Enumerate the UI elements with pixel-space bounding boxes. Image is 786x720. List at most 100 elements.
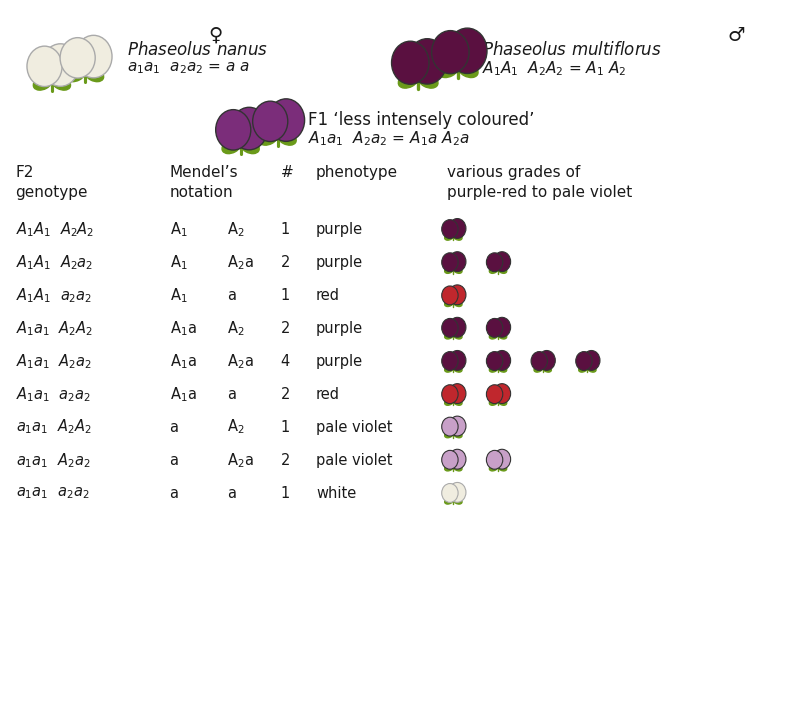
Ellipse shape [449,285,466,305]
Ellipse shape [442,384,458,404]
Ellipse shape [267,99,305,141]
Text: a: a [227,288,237,303]
Ellipse shape [391,41,429,84]
Ellipse shape [60,37,95,78]
Ellipse shape [449,252,466,271]
Text: $a_{1}a_{1}$  $A_{2}a_{2}$: $a_{1}a_{1}$ $A_{2}a_{2}$ [16,451,90,469]
Text: red: red [316,288,340,303]
Text: a: a [227,486,237,501]
Text: A$_{1}$a: A$_{1}$a [170,385,196,404]
Text: genotype: genotype [16,185,88,200]
Ellipse shape [454,498,462,504]
Ellipse shape [445,300,454,307]
Text: pale violet: pale violet [316,453,392,468]
Ellipse shape [487,253,503,271]
Ellipse shape [534,365,543,372]
Text: 2: 2 [281,453,290,468]
Ellipse shape [449,351,466,370]
Ellipse shape [531,351,548,370]
Ellipse shape [241,139,259,153]
Ellipse shape [498,365,507,372]
Ellipse shape [498,464,507,471]
Ellipse shape [454,266,462,274]
Ellipse shape [445,365,454,372]
Ellipse shape [587,365,596,372]
Ellipse shape [230,107,267,150]
Ellipse shape [33,76,52,90]
Text: a: a [227,387,237,402]
Ellipse shape [445,266,454,274]
Ellipse shape [490,464,498,471]
Text: $A_{1}A_{1}$  $A_{2}A_{2}$: $A_{1}A_{1}$ $A_{2}A_{2}$ [16,220,94,239]
Text: $A_{1}A_{1}$  $A_{2}A_{2}$ = A$_{1}$ A$_{2}$: $A_{1}A_{1}$ $A_{2}A_{2}$ = A$_{1}$ A$_{… [482,59,626,78]
Ellipse shape [445,498,454,504]
Text: $A_{1}a_{1}$  $A_{2}a_{2}$: $A_{1}a_{1}$ $A_{2}a_{2}$ [16,352,92,371]
Text: ♀: ♀ [209,26,223,45]
Ellipse shape [442,417,458,436]
Ellipse shape [445,233,454,240]
Ellipse shape [458,62,478,78]
Ellipse shape [252,102,288,142]
Text: various grades of: various grades of [447,165,580,180]
Text: white: white [316,486,356,501]
Ellipse shape [498,266,507,274]
Ellipse shape [449,318,466,337]
Ellipse shape [454,431,462,438]
Text: $A_{1}A_{1}$  $a_{2}a_{2}$: $A_{1}A_{1}$ $a_{2}a_{2}$ [16,287,92,305]
Ellipse shape [222,139,241,153]
Ellipse shape [487,451,503,469]
Text: $\mathit{Phaseolus\ multiflorus}$: $\mathit{Phaseolus\ multiflorus}$ [482,40,662,58]
Ellipse shape [449,416,466,436]
Text: notation: notation [170,185,233,200]
Text: A$_{2}$: A$_{2}$ [227,220,245,239]
Ellipse shape [490,365,498,372]
Text: purple: purple [316,222,363,237]
Ellipse shape [542,365,552,372]
Ellipse shape [494,449,511,469]
Ellipse shape [454,365,462,372]
Ellipse shape [490,332,498,339]
Text: purple-red to pale violet: purple-red to pale violet [447,185,632,200]
Ellipse shape [494,384,511,403]
Text: A$_{1}$: A$_{1}$ [170,287,187,305]
Text: A$_{2}$a: A$_{2}$a [227,352,254,371]
Text: F2: F2 [16,165,34,180]
Ellipse shape [399,73,418,88]
Ellipse shape [487,351,503,370]
Ellipse shape [442,286,458,305]
Ellipse shape [445,332,454,339]
Ellipse shape [498,332,507,339]
Text: purple: purple [316,354,363,369]
Ellipse shape [442,451,458,469]
Text: Mendel’s: Mendel’s [170,165,238,180]
Ellipse shape [538,351,555,370]
Ellipse shape [575,351,592,370]
Ellipse shape [215,109,251,150]
Text: A$_{2}$: A$_{2}$ [227,418,245,436]
Ellipse shape [498,399,507,405]
Text: 1: 1 [281,288,290,303]
Ellipse shape [490,399,498,405]
Ellipse shape [454,233,462,240]
Ellipse shape [442,351,458,370]
Ellipse shape [578,365,588,372]
Text: A$_{1}$: A$_{1}$ [170,220,187,239]
Ellipse shape [487,384,503,404]
Text: $A_{1}a_{1}$  $A_{2}A_{2}$: $A_{1}a_{1}$ $A_{2}A_{2}$ [16,319,93,338]
Text: A$_{2}$a: A$_{2}$a [227,451,254,469]
Ellipse shape [490,266,498,274]
Text: $A_{1}A_{1}$  $A_{2}a_{2}$: $A_{1}A_{1}$ $A_{2}a_{2}$ [16,253,93,272]
Ellipse shape [442,220,458,238]
Text: #: # [281,165,294,180]
Ellipse shape [454,399,462,405]
Text: $\mathit{Phaseolus\ nanus}$: $\mathit{Phaseolus\ nanus}$ [127,40,268,58]
Text: red: red [316,387,340,402]
Ellipse shape [75,35,112,78]
Ellipse shape [439,62,458,78]
Ellipse shape [449,482,466,503]
Ellipse shape [494,351,511,370]
Text: A$_{1}$: A$_{1}$ [170,253,187,272]
Ellipse shape [432,31,469,73]
Text: $A_{1}a_{1}$  $A_{2}a_{2}$ = A$_{1}$a A$_{2}$a: $A_{1}a_{1}$ $A_{2}a_{2}$ = A$_{1}$a A$_… [308,130,470,148]
Ellipse shape [418,73,438,88]
